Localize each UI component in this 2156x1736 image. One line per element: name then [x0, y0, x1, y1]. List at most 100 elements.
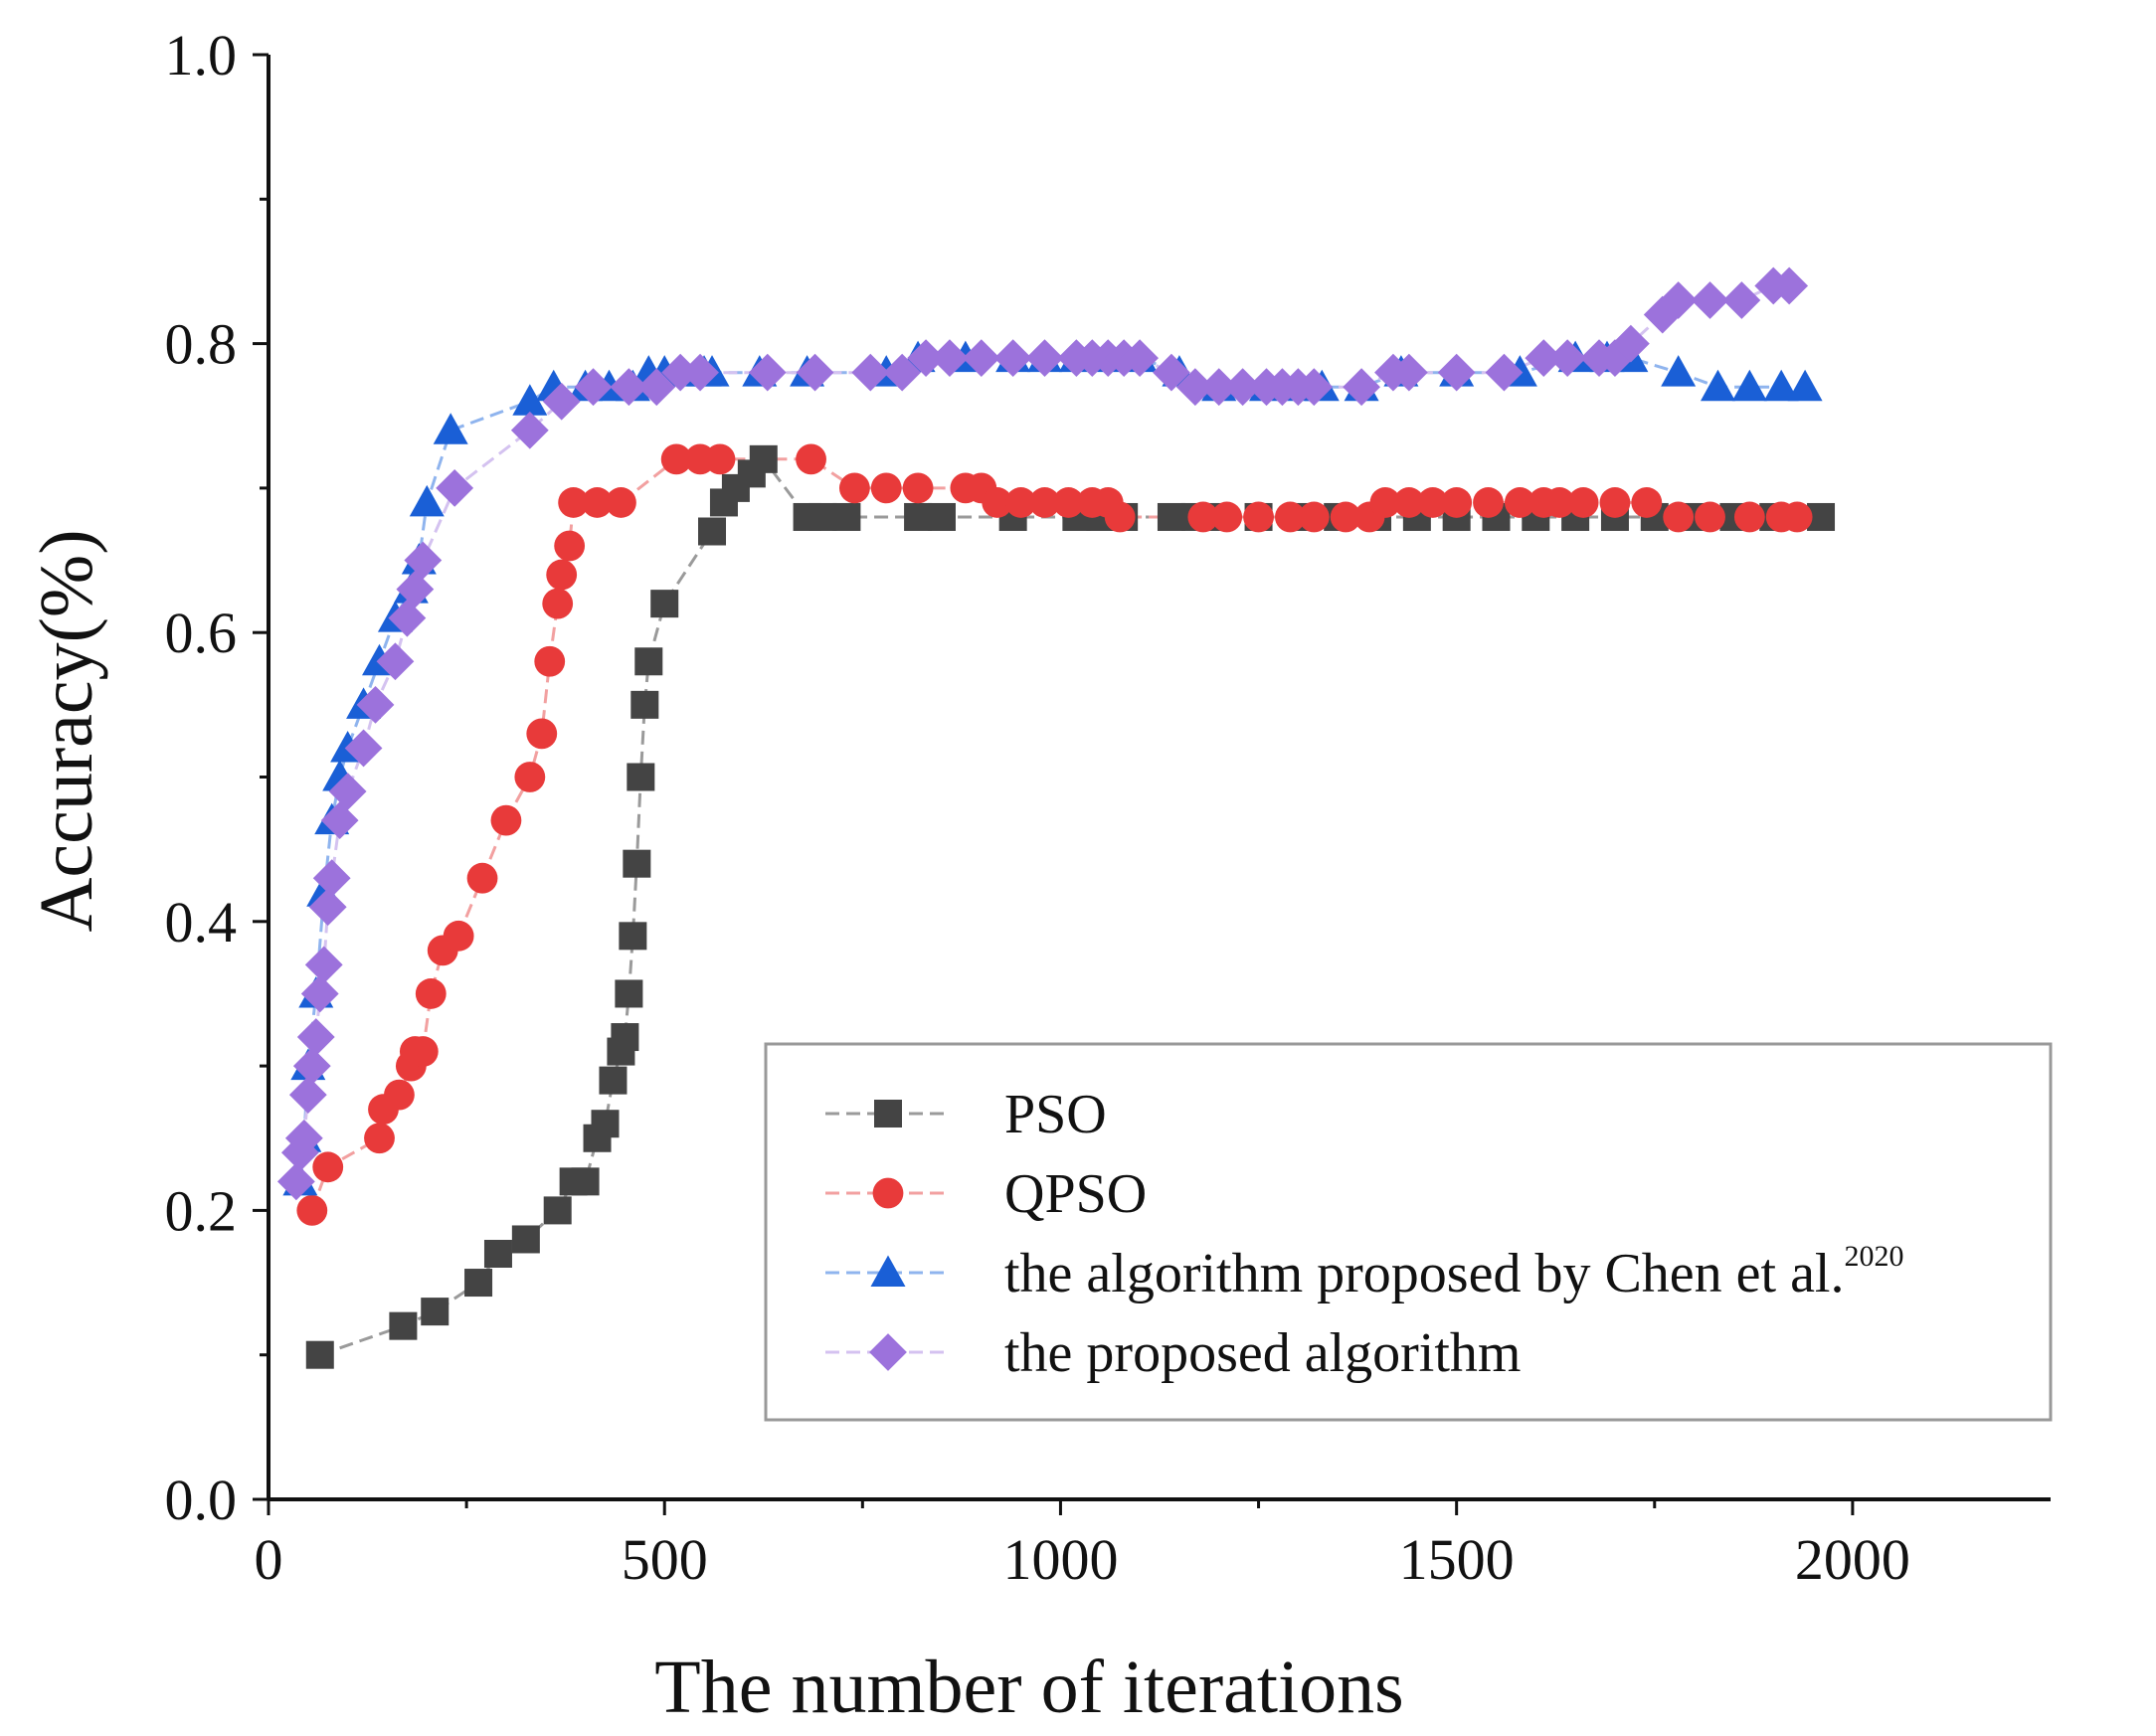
- point-qpso: [982, 487, 1013, 518]
- legend-label: the algorithm proposed by Chen et al.202…: [1004, 1240, 1903, 1304]
- point-qpso: [514, 762, 546, 792]
- x-tick-label: 1500: [1399, 1527, 1515, 1592]
- point-proposed: [851, 353, 890, 392]
- point-proposed: [404, 541, 443, 580]
- point-qpso: [542, 588, 574, 619]
- point-proposed: [292, 1047, 331, 1085]
- point-qpso: [1417, 487, 1449, 518]
- point-proposed: [748, 353, 787, 392]
- point-qpso: [1330, 501, 1361, 533]
- point-qpso: [415, 978, 447, 1009]
- point-qpso: [1631, 487, 1663, 518]
- point-pso: [904, 502, 933, 531]
- y-ticks: 0.0 0.2 0.4 0.6 0.8 1.0: [165, 23, 269, 1532]
- point-qpso: [1599, 487, 1631, 518]
- point-qpso: [902, 472, 934, 504]
- point-qpso: [1369, 487, 1401, 518]
- point-pso: [483, 1239, 512, 1268]
- legend-marker: [874, 1100, 902, 1128]
- point-proposed: [1223, 368, 1262, 407]
- point-proposed: [542, 382, 581, 421]
- axes: 0 500 1000 1500 2000 0.0 0.2 0.4 0.6 0.8 1.0: [165, 23, 2051, 1592]
- series-markers: [276, 266, 1836, 1369]
- x-tick-label: 0: [255, 1527, 283, 1592]
- legend-marker: [869, 1333, 907, 1371]
- point-qpso: [554, 530, 586, 562]
- point-proposed: [436, 469, 474, 507]
- point-pso: [511, 1225, 540, 1254]
- point-proposed: [300, 974, 339, 1013]
- legend-box: [764, 1042, 2053, 1422]
- point-proposed: [1485, 353, 1524, 392]
- legend-label: PSO: [1004, 1084, 1107, 1145]
- x-tick-label: 2000: [1795, 1527, 1910, 1592]
- point-proposed: [661, 353, 700, 392]
- point-qpso: [1243, 501, 1274, 533]
- point-qpso: [582, 487, 613, 518]
- point-qpso: [364, 1123, 395, 1154]
- legend-item-qpso: QPSO: [825, 1163, 1147, 1225]
- legend-item-proposed: the proposed algorithm: [825, 1322, 1521, 1384]
- point-pso: [808, 502, 837, 531]
- point-qpso: [490, 804, 522, 836]
- point-proposed: [637, 368, 676, 407]
- point-proposed: [1722, 281, 1761, 319]
- point-proposed: [510, 411, 549, 449]
- point-chen2020: [409, 484, 445, 517]
- point-proposed: [1025, 339, 1064, 378]
- point-proposed: [308, 888, 347, 927]
- point-proposed: [396, 570, 435, 608]
- series-points-proposed: [276, 266, 1809, 1201]
- point-proposed: [883, 353, 922, 392]
- point-proposed: [296, 1018, 335, 1056]
- point-qpso: [1275, 501, 1306, 533]
- point-pso: [464, 1269, 493, 1298]
- point-proposed: [304, 946, 343, 984]
- point-qpso: [1211, 501, 1243, 533]
- point-pso: [599, 1066, 628, 1095]
- point-proposed: [1343, 368, 1380, 407]
- point-qpso: [606, 487, 636, 518]
- legend-item-chen2020: the algorithm proposed by Chen et al.202…: [825, 1240, 1903, 1304]
- point-proposed: [328, 773, 367, 810]
- point-qpso: [1781, 501, 1813, 533]
- legend-superscript: 2020: [1844, 1240, 1903, 1273]
- x-tick-label: 1000: [1002, 1527, 1118, 1592]
- point-qpso: [526, 718, 558, 750]
- point-proposed: [931, 339, 969, 378]
- point-pso: [571, 1167, 600, 1196]
- point-qpso: [660, 443, 692, 475]
- y-tick-label: 0.8: [165, 312, 238, 377]
- point-proposed: [1121, 339, 1159, 378]
- point-qpso: [407, 1036, 439, 1067]
- point-proposed: [1153, 353, 1190, 392]
- point-proposed: [1548, 339, 1587, 378]
- point-qpso: [1298, 501, 1330, 533]
- point-chen2020: [1700, 369, 1735, 402]
- point-qpso: [1663, 501, 1695, 533]
- point-qpso: [1733, 501, 1765, 533]
- point-pso: [611, 1023, 639, 1052]
- x-ticks: 0 500 1000 1500 2000: [255, 1499, 1910, 1592]
- point-proposed: [574, 368, 613, 407]
- point-pso: [650, 590, 679, 618]
- point-chen2020: [1787, 369, 1823, 402]
- point-chen2020: [1731, 369, 1767, 402]
- point-pso: [421, 1298, 449, 1326]
- point-proposed: [1525, 339, 1563, 378]
- point-qpso: [838, 472, 870, 504]
- point-qpso: [1473, 487, 1504, 518]
- point-qpso: [796, 443, 826, 475]
- point-proposed: [1659, 281, 1698, 319]
- point-pso: [1157, 502, 1185, 531]
- y-axis-title: Accuracy(%): [25, 529, 108, 932]
- y-tick-label: 0.2: [165, 1178, 238, 1243]
- point-pso: [627, 763, 655, 791]
- point-qpso: [1104, 501, 1136, 533]
- point-proposed: [1437, 353, 1476, 392]
- point-pso: [615, 979, 643, 1008]
- point-pso: [832, 502, 861, 531]
- point-proposed: [1691, 281, 1729, 319]
- point-proposed: [962, 339, 1000, 378]
- point-proposed: [907, 339, 945, 378]
